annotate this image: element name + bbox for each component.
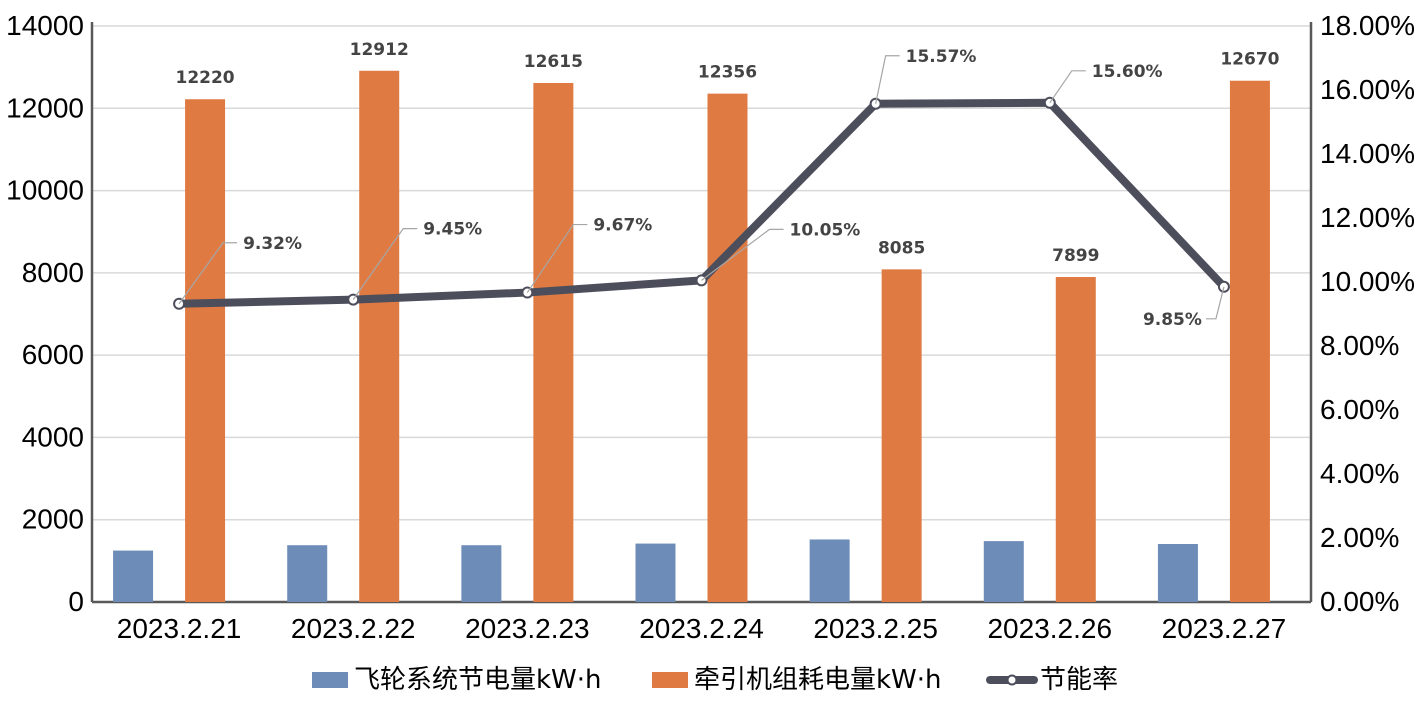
bar-traction-consumption (1229, 80, 1270, 603)
label-leader-line (352, 228, 418, 300)
line-data-label: 15.60% (1092, 62, 1163, 82)
bar-flywheel-savings (461, 545, 502, 602)
y-right-tick-label: 14.00% (1320, 138, 1415, 169)
x-tick-label: 2023.2.26 (987, 613, 1112, 644)
bar-traction-consumption (533, 82, 574, 603)
label-leader-line (875, 55, 900, 104)
bar-traction-consumption (707, 93, 748, 602)
savings-rate-polyline (175, 98, 1228, 308)
legend-marker-rate (1006, 674, 1018, 686)
bar-flywheel-savings (113, 550, 154, 602)
tick-labels: 0 2000 4000 6000 8000 10000 12000 14000 0.00% 2.0… (6, 10, 1415, 644)
bar-data-label: 8085 (878, 238, 925, 258)
x-tick-label: 2023.2.21 (117, 613, 242, 644)
x-tick-label: 2023.2.25 (813, 613, 938, 644)
gridlines (92, 25, 1311, 521)
bar-traction-consumption (1055, 277, 1096, 602)
line-data-label: 10.05% (790, 220, 861, 240)
legend-label-traction: 牵引机组耗电量kW·h (694, 665, 942, 695)
y-left-tick-label: 8000 (22, 257, 84, 288)
y-left-tick-label: 0 (68, 586, 84, 617)
bar-flywheel-savings (1157, 543, 1198, 602)
bar-traction-consumption (359, 70, 400, 602)
y-left-tick-label: 12000 (6, 92, 84, 123)
legend-label-rate: 节能率 (1040, 665, 1118, 695)
y-right-tick-label: 16.00% (1320, 74, 1415, 105)
line-data-label: 15.57% (906, 47, 977, 67)
y-left-tick-label: 4000 (22, 421, 84, 452)
line-data-label: 9.85% (1143, 310, 1202, 330)
y-right-tick-label: 4.00% (1320, 458, 1399, 489)
bar-data-label: 12670 (1220, 50, 1279, 70)
label-leader-line (701, 228, 784, 281)
legend-swatch-traction (652, 672, 688, 688)
bar-flywheel-savings (983, 541, 1024, 602)
bar-data-label: 12912 (350, 40, 409, 60)
label-leader-line (178, 242, 238, 305)
y-right-tick-label: 12.00% (1320, 202, 1415, 233)
legend-label-flywheel: 飞轮系统节电量kW·h (354, 665, 602, 695)
y-right-tick-label: 6.00% (1320, 394, 1399, 425)
line-data-label: 9.67% (593, 216, 652, 236)
bar-flywheel-savings (287, 545, 328, 602)
label-leader-line (1205, 286, 1225, 320)
y-right-tick-label: 0.00% (1320, 586, 1399, 617)
y-right-tick-label: 10.00% (1320, 266, 1415, 297)
bar-traction-consumption (185, 99, 226, 602)
x-tick-label: 2023.2.24 (639, 613, 764, 644)
legend-swatch-flywheel (312, 672, 348, 688)
x-tick-label: 2023.2.23 (465, 613, 590, 644)
y-right-tick-label: 18.00% (1320, 10, 1415, 41)
legend: 飞轮系统节电量kW·h 牵引机组耗电量kW·h 节能率 (312, 665, 1118, 695)
y-left-tick-label: 6000 (22, 339, 84, 370)
y-left-tick-label: 10000 (6, 175, 84, 206)
bar-flywheel-savings (635, 543, 676, 602)
label-leader-line (1049, 70, 1086, 104)
y-left-tick-label: 14000 (6, 10, 84, 41)
bar-data-label: 7899 (1052, 246, 1099, 266)
x-tick-label: 2023.2.22 (291, 613, 416, 644)
bar-data-label: 12356 (698, 63, 757, 83)
bar-data-label: 12615 (524, 52, 583, 72)
x-tick-label: 2023.2.27 (1162, 613, 1287, 644)
label-leader-line (526, 223, 588, 293)
line-data-label: 9.45% (423, 220, 482, 240)
bar-flywheel-savings (809, 539, 850, 602)
bar-traction-consumption (881, 269, 922, 602)
bar-data-label: 12220 (175, 68, 234, 88)
y-left-tick-label: 2000 (22, 504, 84, 535)
y-right-tick-label: 8.00% (1320, 330, 1399, 361)
data-labels: 12220 12912 12615 12356 8085 7899 12670 9.32% 9.… (175, 40, 1279, 330)
bars (113, 70, 1270, 603)
line-data-label: 9.32% (243, 234, 302, 254)
y-right-tick-label: 2.00% (1320, 522, 1399, 553)
